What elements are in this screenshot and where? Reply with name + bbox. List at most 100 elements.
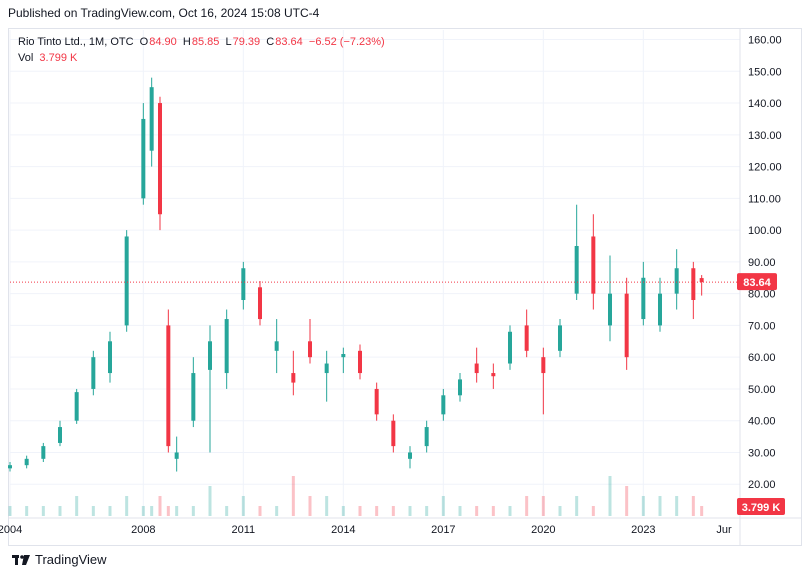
candle-body [91,357,96,389]
y-tick-label: 70.00 [748,320,776,332]
volume-bar [275,506,279,516]
x-tick-label: 2014 [331,524,355,536]
y-tick-label: 90.00 [748,257,776,269]
candle-body [324,363,329,374]
volume-bar [658,496,662,516]
y-tick-label: 110.00 [748,193,781,205]
candle-body [308,341,312,358]
candle-body [591,236,596,294]
tradingview-logo[interactable]: TradingView [12,552,107,567]
volume-bar [341,506,345,516]
volume-row: Vol 3.799 K [18,50,385,66]
candle-body [624,293,629,358]
candle-body [108,341,112,374]
candle-body [141,118,146,199]
volume-bar [241,496,245,516]
candle-body [224,319,229,374]
candle-body [341,354,346,358]
high-label: H [182,36,191,48]
y-tick-label: 50.00 [748,384,776,396]
candle-body [58,427,62,443]
candle-body [541,357,546,374]
candle-body [124,236,129,326]
candle-body [291,373,296,383]
x-tick-label: 2023 [631,524,655,536]
y-tick-label: 30.00 [748,447,776,459]
y-tick-label: 80.00 [748,289,776,301]
volume-bar [691,496,695,516]
y-tick-label: 60.00 [748,352,776,364]
candle-body [274,341,279,351]
volume-bar [475,506,479,516]
candle-body [474,363,479,374]
last-price-badge [737,273,777,291]
volume-bar [641,496,645,516]
volume-bar [141,506,145,516]
volume-bar [425,506,429,516]
candle-body [391,420,396,447]
candle-body [149,87,154,151]
candle-body [74,392,79,421]
candle-body [658,293,662,326]
y-tick-label: 160.00 [748,35,782,47]
published-caption: Published on TradingView.com, Oct 16, 20… [8,6,320,20]
volume-bar [608,476,612,516]
candle-body [191,373,196,421]
chart-frame[interactable] [8,28,802,546]
volume-bar [91,506,95,516]
volume-bar [208,486,212,516]
x-tick-label: 2017 [431,524,455,536]
x-tick-label: 2020 [531,524,555,536]
volume-bar [508,506,512,516]
volume-bar [125,496,129,516]
candle-body [408,452,412,459]
volume-label: Vol [18,52,34,64]
volume-bar [358,506,362,516]
last-volume-label: 3.799 K [742,502,781,514]
close-label: C [266,36,275,48]
y-tick-label: 140.00 [748,98,782,110]
candle-body [208,341,212,370]
candle-body [24,458,29,466]
volume-bar [325,496,329,516]
close-value: 83.64 [275,36,303,48]
candle-body [258,287,262,320]
volume-bar [108,506,112,516]
volume-bar [525,496,529,516]
symbol-label[interactable]: Rio Tinto Ltd., 1M, OTC [18,36,134,48]
volume-bar [258,506,262,516]
x-tick-label: 2011 [232,524,256,536]
y-tick-label: 40.00 [748,416,776,428]
high-value: 85.85 [191,36,220,48]
volume-bar [575,496,579,516]
x-tick-label: 2008 [131,524,155,536]
volume-bar [458,506,462,516]
volume-bar [408,506,412,516]
tradingview-brand: TradingView [35,552,107,567]
volume-bar [375,506,379,516]
volume-bar [291,476,295,516]
candle-body [358,350,362,374]
candle-body [524,325,529,351]
volume-bar [166,506,170,516]
candle-body [441,395,446,415]
candle-body [699,278,704,283]
volume-bar [541,496,545,516]
volume-bar [150,506,154,516]
volume-bar [75,496,79,516]
candle-body [691,268,696,300]
volume-bar [491,506,495,516]
candle-body [608,293,612,326]
volume-bar [441,496,445,516]
change-value: −6.52 (−7.23%) [308,36,385,48]
volume-bar [675,496,679,516]
volume-bar [391,506,395,516]
ohlc-row: Rio Tinto Ltd., 1M, OTC O84.90 H85.85 L7… [18,34,385,50]
volume-bar [225,506,229,516]
volume-bar [8,506,12,516]
x-tick-label: 2004 [0,524,22,536]
candle-body [166,325,171,447]
low-value: 79.39 [232,36,261,48]
candle-body [491,373,496,377]
